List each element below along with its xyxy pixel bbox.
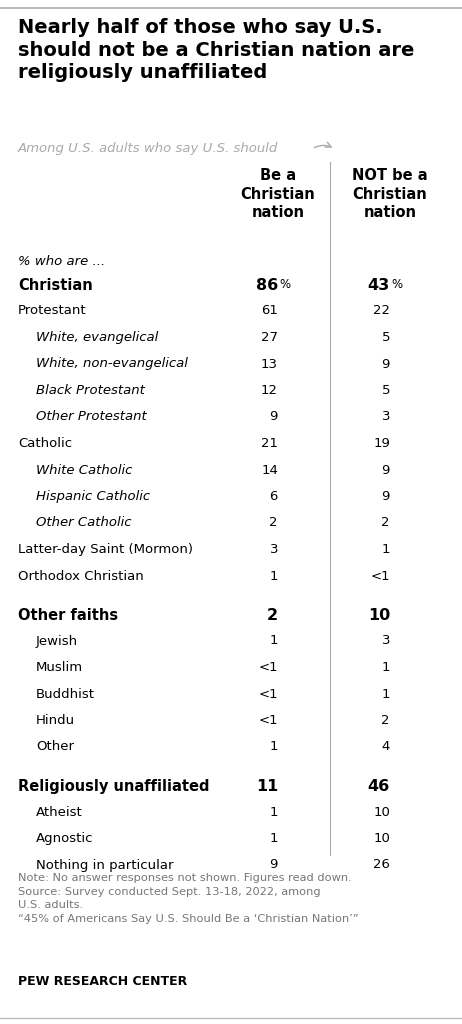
Text: %: % bbox=[279, 278, 290, 291]
Text: 43: 43 bbox=[368, 278, 390, 293]
Text: White Catholic: White Catholic bbox=[36, 464, 133, 476]
Text: 2: 2 bbox=[267, 608, 278, 623]
Text: Hindu: Hindu bbox=[36, 714, 75, 727]
Text: <1: <1 bbox=[371, 569, 390, 583]
Text: 10: 10 bbox=[368, 608, 390, 623]
Text: 6: 6 bbox=[270, 490, 278, 503]
Text: <1: <1 bbox=[258, 714, 278, 727]
Text: 10: 10 bbox=[373, 831, 390, 845]
Text: 61: 61 bbox=[261, 304, 278, 317]
Text: Christian: Christian bbox=[18, 278, 93, 293]
Text: Muslim: Muslim bbox=[36, 662, 83, 674]
Text: Atheist: Atheist bbox=[36, 806, 83, 818]
Text: Protestant: Protestant bbox=[18, 304, 87, 317]
Text: 26: 26 bbox=[373, 858, 390, 871]
Text: %: % bbox=[391, 278, 402, 291]
Text: 11: 11 bbox=[256, 779, 278, 794]
Text: 1: 1 bbox=[269, 635, 278, 647]
Text: 2: 2 bbox=[269, 516, 278, 529]
Text: 9: 9 bbox=[382, 357, 390, 371]
Text: Black Protestant: Black Protestant bbox=[36, 384, 145, 397]
Text: Latter-day Saint (Mormon): Latter-day Saint (Mormon) bbox=[18, 543, 193, 556]
Text: Other Protestant: Other Protestant bbox=[36, 411, 147, 424]
Text: 1: 1 bbox=[269, 740, 278, 754]
Text: Other Catholic: Other Catholic bbox=[36, 516, 132, 529]
Text: NOT be a
Christian
nation: NOT be a Christian nation bbox=[352, 168, 428, 220]
Text: 9: 9 bbox=[270, 411, 278, 424]
Text: 9: 9 bbox=[270, 858, 278, 871]
Text: 5: 5 bbox=[382, 331, 390, 344]
Text: 1: 1 bbox=[269, 569, 278, 583]
Text: % who are ...: % who are ... bbox=[18, 255, 105, 268]
Text: 10: 10 bbox=[373, 806, 390, 818]
Text: Other: Other bbox=[36, 740, 74, 754]
Text: Other faiths: Other faiths bbox=[18, 608, 118, 623]
Text: Note: No answer responses not shown. Figures read down.
Source: Survey conducted: Note: No answer responses not shown. Fig… bbox=[18, 873, 359, 924]
Text: Religiously unaffiliated: Religiously unaffiliated bbox=[18, 779, 209, 794]
Text: 1: 1 bbox=[269, 831, 278, 845]
Text: Be a
Christian
nation: Be a Christian nation bbox=[241, 168, 316, 220]
Text: 3: 3 bbox=[382, 411, 390, 424]
Text: 3: 3 bbox=[382, 635, 390, 647]
Text: 14: 14 bbox=[261, 464, 278, 476]
Text: White, evangelical: White, evangelical bbox=[36, 331, 158, 344]
Text: 1: 1 bbox=[382, 662, 390, 674]
Text: Jewish: Jewish bbox=[36, 635, 78, 647]
Text: 21: 21 bbox=[261, 437, 278, 450]
Text: Nearly half of those who say U.S.
should not be a Christian nation are
religious: Nearly half of those who say U.S. should… bbox=[18, 18, 414, 83]
Text: 12: 12 bbox=[261, 384, 278, 397]
Text: PEW RESEARCH CENTER: PEW RESEARCH CENTER bbox=[18, 975, 187, 988]
Text: 22: 22 bbox=[373, 304, 390, 317]
Text: 46: 46 bbox=[368, 779, 390, 794]
Text: 2: 2 bbox=[382, 516, 390, 529]
Text: <1: <1 bbox=[258, 662, 278, 674]
Text: Orthodox Christian: Orthodox Christian bbox=[18, 569, 144, 583]
Text: Hispanic Catholic: Hispanic Catholic bbox=[36, 490, 150, 503]
Text: Nothing in particular: Nothing in particular bbox=[36, 858, 174, 871]
Text: 1: 1 bbox=[269, 806, 278, 818]
Text: 9: 9 bbox=[382, 464, 390, 476]
Text: 1: 1 bbox=[382, 687, 390, 700]
Text: 13: 13 bbox=[261, 357, 278, 371]
Text: 4: 4 bbox=[382, 740, 390, 754]
Text: 2: 2 bbox=[382, 714, 390, 727]
Text: 19: 19 bbox=[373, 437, 390, 450]
Text: 5: 5 bbox=[382, 384, 390, 397]
Text: 86: 86 bbox=[256, 278, 278, 293]
Text: Agnostic: Agnostic bbox=[36, 831, 93, 845]
Text: Catholic: Catholic bbox=[18, 437, 72, 450]
Text: 1: 1 bbox=[382, 543, 390, 556]
Text: Among U.S. adults who say U.S. should: Among U.S. adults who say U.S. should bbox=[18, 142, 278, 155]
Text: 9: 9 bbox=[382, 490, 390, 503]
Text: White, non-evangelical: White, non-evangelical bbox=[36, 357, 188, 371]
Text: Buddhist: Buddhist bbox=[36, 687, 95, 700]
Text: <1: <1 bbox=[258, 687, 278, 700]
Text: 3: 3 bbox=[269, 543, 278, 556]
Text: 27: 27 bbox=[261, 331, 278, 344]
